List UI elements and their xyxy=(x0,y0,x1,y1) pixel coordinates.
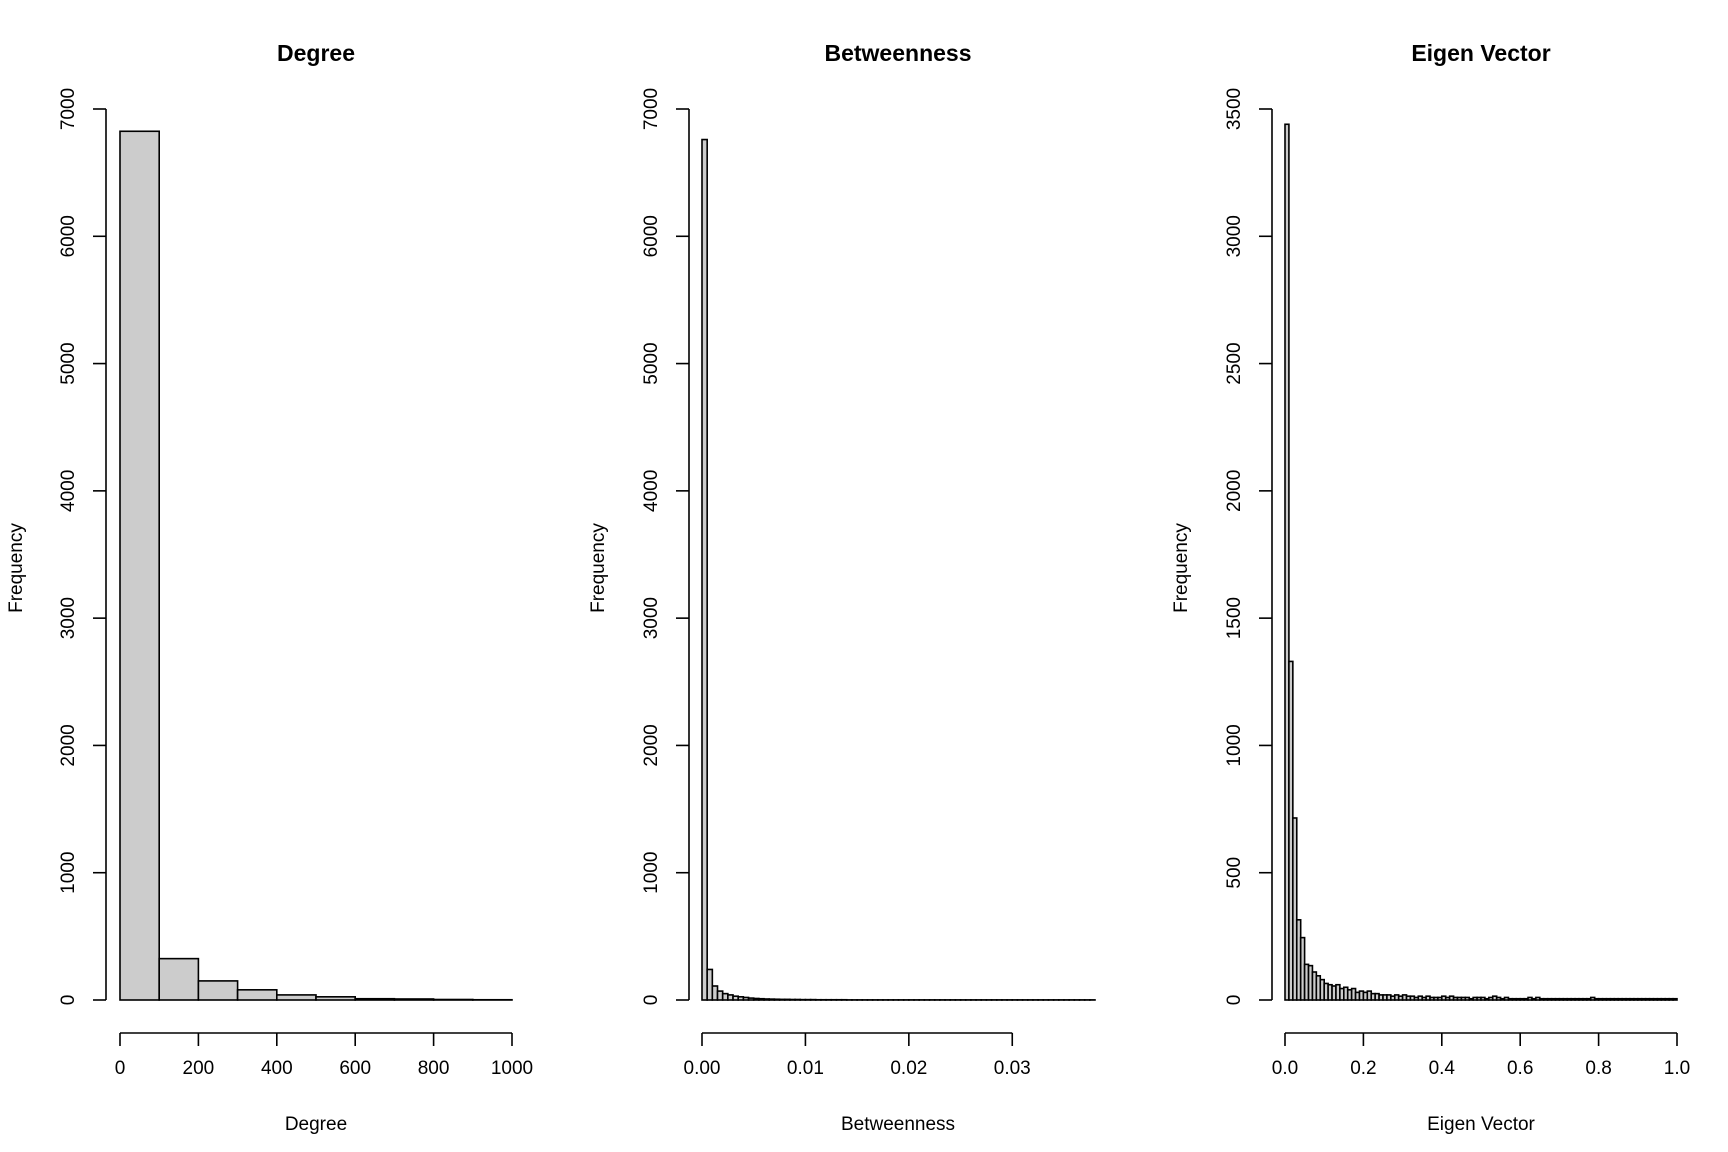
histogram-bar xyxy=(119,130,161,1001)
chart-title: Betweenness xyxy=(824,40,971,66)
y-tick-label: 0 xyxy=(641,995,662,1006)
x-axis-label: Degree xyxy=(285,1114,347,1135)
x-tick-label: 400 xyxy=(261,1058,293,1079)
y-tick-label: 3000 xyxy=(1224,215,1245,257)
y-tick-label: 1000 xyxy=(1224,724,1245,766)
x-tick-label: 0.01 xyxy=(787,1058,824,1079)
y-axis-label: Frequency xyxy=(1171,523,1192,613)
y-tick-label: 6000 xyxy=(641,215,662,257)
chart-title: Eigen Vector xyxy=(1411,40,1550,66)
y-tick-label: 2000 xyxy=(641,724,662,766)
histogram-bar xyxy=(1284,123,1290,1001)
histogram-bar xyxy=(197,980,239,1001)
x-tick-label: 1000 xyxy=(491,1058,533,1079)
x-tick-label: 0 xyxy=(115,1058,126,1079)
y-tick-label: 4000 xyxy=(58,470,79,512)
x-axis-label: Betweenness xyxy=(841,1114,955,1135)
x-tick-label: 0.8 xyxy=(1585,1058,1611,1079)
histogram-bar xyxy=(1292,817,1298,1001)
histogram-bar xyxy=(158,957,200,1001)
y-tick-label: 7000 xyxy=(58,88,79,130)
y-tick-label: 7000 xyxy=(641,88,662,130)
x-tick-label: 800 xyxy=(418,1058,450,1079)
y-tick-label: 3000 xyxy=(58,597,79,639)
histogram-bar xyxy=(354,997,396,1001)
histogram-bar xyxy=(1672,997,1678,1001)
x-tick-label: 600 xyxy=(339,1058,371,1079)
x-tick-label: 1.0 xyxy=(1664,1058,1690,1079)
panel-betweenness: Betweenness Frequency Betweenness 0.00 0.… xyxy=(588,40,1096,1135)
y-tick-label: 500 xyxy=(1224,857,1245,889)
y-tick-label: 5000 xyxy=(641,342,662,384)
x-tick-label: 0.2 xyxy=(1350,1058,1376,1079)
y-tick-label: 3500 xyxy=(1224,88,1245,130)
y-tick-label: 1000 xyxy=(58,852,79,894)
x-tick-label: 0.03 xyxy=(994,1058,1031,1079)
y-axis-label: Frequency xyxy=(6,523,27,613)
y-tick-label: 2500 xyxy=(1224,342,1245,384)
histogram-bar xyxy=(393,998,435,1001)
chart-title: Degree xyxy=(277,40,355,66)
x-tick-label: 0.4 xyxy=(1429,1058,1456,1079)
histogram-bar xyxy=(701,138,708,1001)
y-tick-label: 6000 xyxy=(58,215,79,257)
y-tick-label: 1000 xyxy=(641,852,662,894)
y-tick-label: 1500 xyxy=(1224,597,1245,639)
x-tick-label: 0.0 xyxy=(1272,1058,1298,1079)
y-axis-label: Frequency xyxy=(588,523,609,613)
x-tick-label: 0.00 xyxy=(684,1058,721,1079)
y-tick-label: 0 xyxy=(1224,995,1245,1006)
y-tick-label: 3000 xyxy=(641,597,662,639)
panel-eigen-vector: Eigen Vector Frequency Eigen Vector 0.0 0… xyxy=(1171,40,1690,1135)
x-axis-label: Eigen Vector xyxy=(1427,1114,1535,1135)
y-tick-label: 4000 xyxy=(641,470,662,512)
histogram-bar xyxy=(275,994,317,1001)
panel-degree: Degree Frequency Degree 0 200 400 600 800 100… xyxy=(6,40,533,1135)
y-tick-label: 0 xyxy=(58,995,79,1006)
x-tick-label: 0.6 xyxy=(1507,1058,1533,1079)
x-tick-label: 200 xyxy=(183,1058,215,1079)
y-tick-label: 5000 xyxy=(58,342,79,384)
histogram-bar xyxy=(315,996,357,1001)
y-tick-label: 2000 xyxy=(58,724,79,766)
y-tick-label: 2000 xyxy=(1224,470,1245,512)
histogram-bar xyxy=(236,989,278,1001)
histogram-bar xyxy=(432,998,474,1001)
histogram-bar xyxy=(706,968,714,1001)
x-tick-label: 0.02 xyxy=(890,1058,927,1079)
